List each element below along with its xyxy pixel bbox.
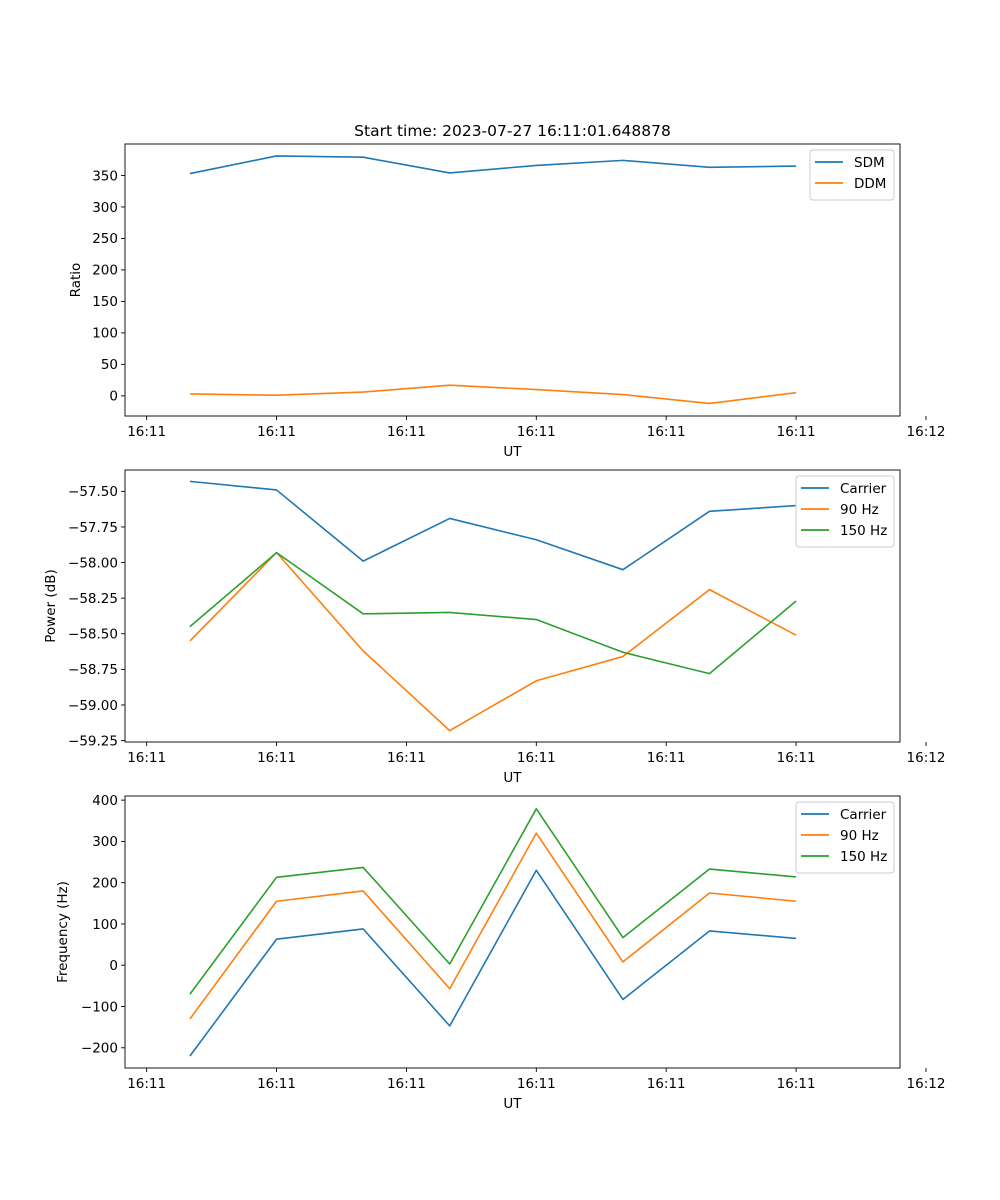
x-tick-label: 16:11 bbox=[517, 1076, 556, 1092]
y-tick-label: −58.00 bbox=[68, 555, 118, 571]
series-line-150-hz bbox=[189, 807, 797, 995]
x-tick-label: 16:11 bbox=[257, 1076, 296, 1092]
y-tick-label: −100 bbox=[81, 999, 118, 1015]
chart-panel-3: 16:11 16:11 16:11 16:11 16:11 16:11 16:12 −200 −… bbox=[55, 793, 945, 1112]
x-tick-label: 16:11 bbox=[127, 750, 166, 766]
x-tick-label: 16:11 bbox=[777, 424, 816, 440]
y-tick-label: 300 bbox=[92, 200, 118, 216]
y-tick-label: −59.00 bbox=[68, 698, 118, 714]
x-tick-label: 16:11 bbox=[127, 424, 166, 440]
y-tick-label: −58.25 bbox=[68, 591, 118, 607]
legend-label: Carrier bbox=[840, 807, 887, 823]
legend-label: 90 Hz bbox=[840, 502, 879, 518]
y-tick-label: 100 bbox=[92, 917, 118, 933]
series-line-150-hz bbox=[189, 551, 797, 675]
legend-label: SDM bbox=[854, 155, 885, 171]
y-axis-label: Power (dB) bbox=[43, 569, 59, 642]
y-axis-label: Ratio bbox=[68, 263, 84, 298]
x-tick-label: 16:11 bbox=[387, 424, 426, 440]
figure-title: Start time: 2023-07-27 16:11:01.648878 bbox=[354, 122, 671, 140]
y-tick-label: −58.75 bbox=[68, 662, 118, 678]
x-tick-label: 16:12 bbox=[907, 424, 946, 440]
x-tick-label: 16:11 bbox=[777, 750, 816, 766]
axes-frame bbox=[124, 795, 901, 1069]
series-line-90-hz bbox=[189, 832, 797, 1020]
x-tick-label: 16:12 bbox=[907, 1076, 946, 1092]
y-tick-label: 350 bbox=[92, 168, 118, 184]
x-tick-label: 16:11 bbox=[647, 750, 686, 766]
y-tick-label: −59.25 bbox=[68, 733, 118, 749]
legend-label: Carrier bbox=[840, 481, 887, 497]
y-tick-label: −57.75 bbox=[68, 520, 118, 536]
chart-panel-1: 16:11 16:11 16:11 16:11 16:11 16:11 16:12 0 50 10… bbox=[68, 143, 946, 460]
x-tick-label: 16:11 bbox=[647, 424, 686, 440]
y-axis-label: Frequency (Hz) bbox=[55, 881, 71, 983]
y-tick-label: −57.50 bbox=[68, 484, 118, 500]
y-tick-label: 0 bbox=[109, 958, 118, 974]
series-line-90-hz bbox=[189, 551, 797, 732]
y-tick-label: 250 bbox=[92, 231, 118, 247]
x-axis-label: UT bbox=[503, 770, 522, 786]
x-tick-label: 16:12 bbox=[907, 750, 946, 766]
series-line-sdm bbox=[189, 155, 797, 175]
series-line-ddm bbox=[189, 384, 797, 405]
x-tick-label: 16:11 bbox=[517, 424, 556, 440]
y-tick-label: 0 bbox=[109, 389, 118, 405]
y-tick-label: 50 bbox=[101, 357, 118, 373]
x-tick-label: 16:11 bbox=[647, 1076, 686, 1092]
x-tick-label: 16:11 bbox=[777, 1076, 816, 1092]
y-tick-label: 150 bbox=[92, 294, 118, 310]
y-tick-label: 200 bbox=[92, 263, 118, 279]
legend-label: 90 Hz bbox=[840, 828, 879, 844]
legend: Carrier 90 Hz 150 Hz bbox=[795, 801, 895, 874]
x-tick-label: 16:11 bbox=[257, 750, 296, 766]
y-tick-label: 200 bbox=[92, 875, 118, 891]
axes-frame bbox=[124, 469, 901, 743]
series-line-carrier bbox=[189, 480, 797, 571]
y-tick-label: −200 bbox=[81, 1041, 118, 1057]
y-tick-label: 400 bbox=[92, 793, 118, 809]
x-axis-label: UT bbox=[503, 1096, 522, 1112]
x-tick-label: 16:11 bbox=[387, 1076, 426, 1092]
y-tick-label: 100 bbox=[92, 326, 118, 342]
legend-label: 150 Hz bbox=[840, 523, 887, 539]
x-tick-label: 16:11 bbox=[127, 1076, 166, 1092]
axes-frame bbox=[124, 143, 901, 417]
y-tick-label: −58.50 bbox=[68, 627, 118, 643]
legend-label: DDM bbox=[854, 176, 886, 192]
legend: Carrier 90 Hz 150 Hz bbox=[795, 475, 895, 548]
y-tick-label: 300 bbox=[92, 834, 118, 850]
series-line-carrier bbox=[189, 869, 797, 1057]
x-tick-label: 16:11 bbox=[517, 750, 556, 766]
x-axis-label: UT bbox=[503, 444, 522, 460]
chart-panel-2: 16:11 16:11 16:11 16:11 16:11 16:11 16:12 −57.5… bbox=[43, 469, 946, 786]
x-tick-label: 16:11 bbox=[387, 750, 426, 766]
legend: SDM DDM bbox=[809, 149, 895, 201]
x-tick-label: 16:11 bbox=[257, 424, 296, 440]
legend-label: 150 Hz bbox=[840, 849, 887, 865]
